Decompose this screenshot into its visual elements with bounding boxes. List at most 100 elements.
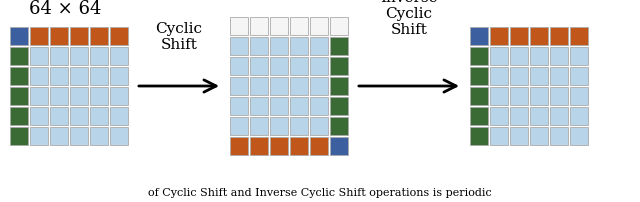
- Bar: [330, 18, 348, 36]
- Bar: [310, 58, 328, 76]
- Bar: [290, 117, 308, 135]
- Bar: [470, 68, 488, 86]
- Bar: [470, 28, 488, 46]
- Bar: [470, 48, 488, 66]
- Bar: [50, 68, 68, 86]
- Bar: [230, 137, 248, 155]
- Bar: [330, 137, 348, 155]
- Bar: [270, 18, 288, 36]
- Bar: [330, 98, 348, 115]
- Bar: [10, 48, 28, 66]
- Bar: [490, 127, 508, 145]
- Bar: [10, 87, 28, 105]
- Bar: [30, 87, 48, 105]
- Text: Inverse
Cyclic
Shift: Inverse Cyclic Shift: [380, 0, 438, 37]
- Bar: [110, 68, 128, 86]
- Bar: [290, 98, 308, 115]
- Bar: [50, 87, 68, 105]
- Bar: [570, 28, 588, 46]
- Bar: [490, 48, 508, 66]
- Bar: [570, 68, 588, 86]
- Text: of Cyclic Shift and Inverse Cyclic Shift operations is periodic: of Cyclic Shift and Inverse Cyclic Shift…: [148, 187, 492, 197]
- Bar: [30, 48, 48, 66]
- Bar: [250, 58, 268, 76]
- Bar: [250, 98, 268, 115]
- Bar: [530, 68, 548, 86]
- Bar: [50, 107, 68, 125]
- Bar: [470, 87, 488, 105]
- Bar: [510, 127, 528, 145]
- Bar: [310, 137, 328, 155]
- Bar: [290, 18, 308, 36]
- Bar: [70, 28, 88, 46]
- Bar: [10, 107, 28, 125]
- Bar: [50, 48, 68, 66]
- Bar: [250, 137, 268, 155]
- Bar: [570, 107, 588, 125]
- Bar: [230, 117, 248, 135]
- Bar: [310, 18, 328, 36]
- Bar: [90, 87, 108, 105]
- Bar: [510, 68, 528, 86]
- Bar: [70, 107, 88, 125]
- Bar: [250, 117, 268, 135]
- Bar: [10, 127, 28, 145]
- Text: 64 × 64: 64 × 64: [29, 0, 101, 18]
- Bar: [90, 28, 108, 46]
- Bar: [570, 87, 588, 105]
- Bar: [270, 117, 288, 135]
- Bar: [90, 107, 108, 125]
- Bar: [330, 117, 348, 135]
- Bar: [530, 87, 548, 105]
- Bar: [110, 28, 128, 46]
- Bar: [330, 58, 348, 76]
- Bar: [530, 107, 548, 125]
- Bar: [530, 48, 548, 66]
- Bar: [490, 68, 508, 86]
- Bar: [530, 127, 548, 145]
- Bar: [490, 107, 508, 125]
- Bar: [250, 18, 268, 36]
- Bar: [310, 38, 328, 56]
- Bar: [110, 48, 128, 66]
- Bar: [230, 38, 248, 56]
- Bar: [50, 127, 68, 145]
- Bar: [70, 68, 88, 86]
- Bar: [490, 87, 508, 105]
- Bar: [90, 68, 108, 86]
- Bar: [70, 48, 88, 66]
- Bar: [330, 38, 348, 56]
- Bar: [550, 48, 568, 66]
- Bar: [250, 78, 268, 96]
- Bar: [270, 58, 288, 76]
- Bar: [530, 28, 548, 46]
- Bar: [30, 127, 48, 145]
- Bar: [230, 98, 248, 115]
- Bar: [550, 107, 568, 125]
- Bar: [310, 78, 328, 96]
- Bar: [570, 127, 588, 145]
- Bar: [550, 87, 568, 105]
- Bar: [90, 127, 108, 145]
- Bar: [550, 28, 568, 46]
- Bar: [290, 137, 308, 155]
- Bar: [30, 68, 48, 86]
- Bar: [110, 107, 128, 125]
- Bar: [510, 28, 528, 46]
- Bar: [30, 28, 48, 46]
- Bar: [290, 58, 308, 76]
- Bar: [290, 78, 308, 96]
- Bar: [230, 58, 248, 76]
- Bar: [510, 87, 528, 105]
- Bar: [570, 48, 588, 66]
- Bar: [110, 87, 128, 105]
- Bar: [230, 18, 248, 36]
- Bar: [10, 28, 28, 46]
- Bar: [270, 38, 288, 56]
- Bar: [270, 137, 288, 155]
- Bar: [310, 98, 328, 115]
- Bar: [470, 127, 488, 145]
- Bar: [510, 107, 528, 125]
- Bar: [550, 127, 568, 145]
- Bar: [50, 28, 68, 46]
